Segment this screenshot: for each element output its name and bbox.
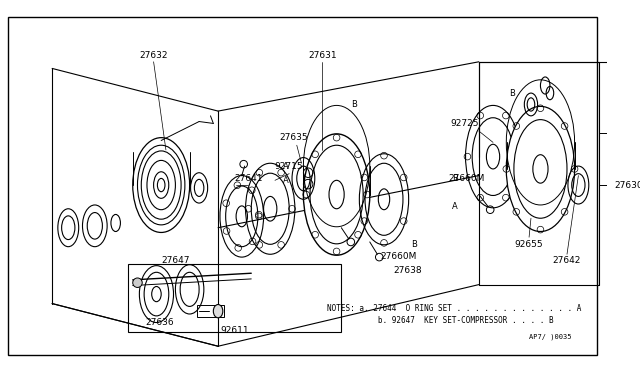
Text: b. 92647  KEY SET-COMPRESSOR . . . . B: b. 92647 KEY SET-COMPRESSOR . . . . B [327,316,554,325]
Text: AP7/ )0035: AP7/ )0035 [529,334,571,340]
Text: 27647: 27647 [161,256,189,265]
Ellipse shape [303,134,370,255]
Text: 27660M: 27660M [380,252,417,261]
Text: 27632: 27632 [140,51,168,60]
Text: A: A [452,202,458,211]
Text: 27641: 27641 [234,174,262,183]
Text: B: B [452,174,458,183]
Circle shape [132,278,142,288]
Text: B: B [351,100,356,109]
Bar [197,305,224,317]
Text: 27631: 27631 [308,51,337,60]
Text: 27636: 27636 [145,318,173,327]
Text: A: A [282,176,288,185]
Text: B: B [509,89,515,97]
Text: 92655: 92655 [515,240,543,249]
Text: 92725: 92725 [451,119,479,128]
Text: B: B [412,240,417,249]
Ellipse shape [506,106,575,231]
Text: 27660M: 27660M [448,174,484,183]
Text: 27638: 27638 [394,266,422,275]
Text: 27635: 27635 [280,133,308,142]
Text: NOTES: a. 27644  O RING SET . . . . . . . . . . . . . A: NOTES: a. 27644 O RING SET . . . . . . .… [327,304,582,313]
Text: 92611: 92611 [221,326,250,335]
Ellipse shape [213,305,223,318]
Text: 27630: 27630 [614,180,640,190]
Text: 92715: 92715 [275,161,303,171]
Bar [128,264,341,332]
Text: 27642: 27642 [553,256,581,265]
Text: A: A [282,161,288,171]
